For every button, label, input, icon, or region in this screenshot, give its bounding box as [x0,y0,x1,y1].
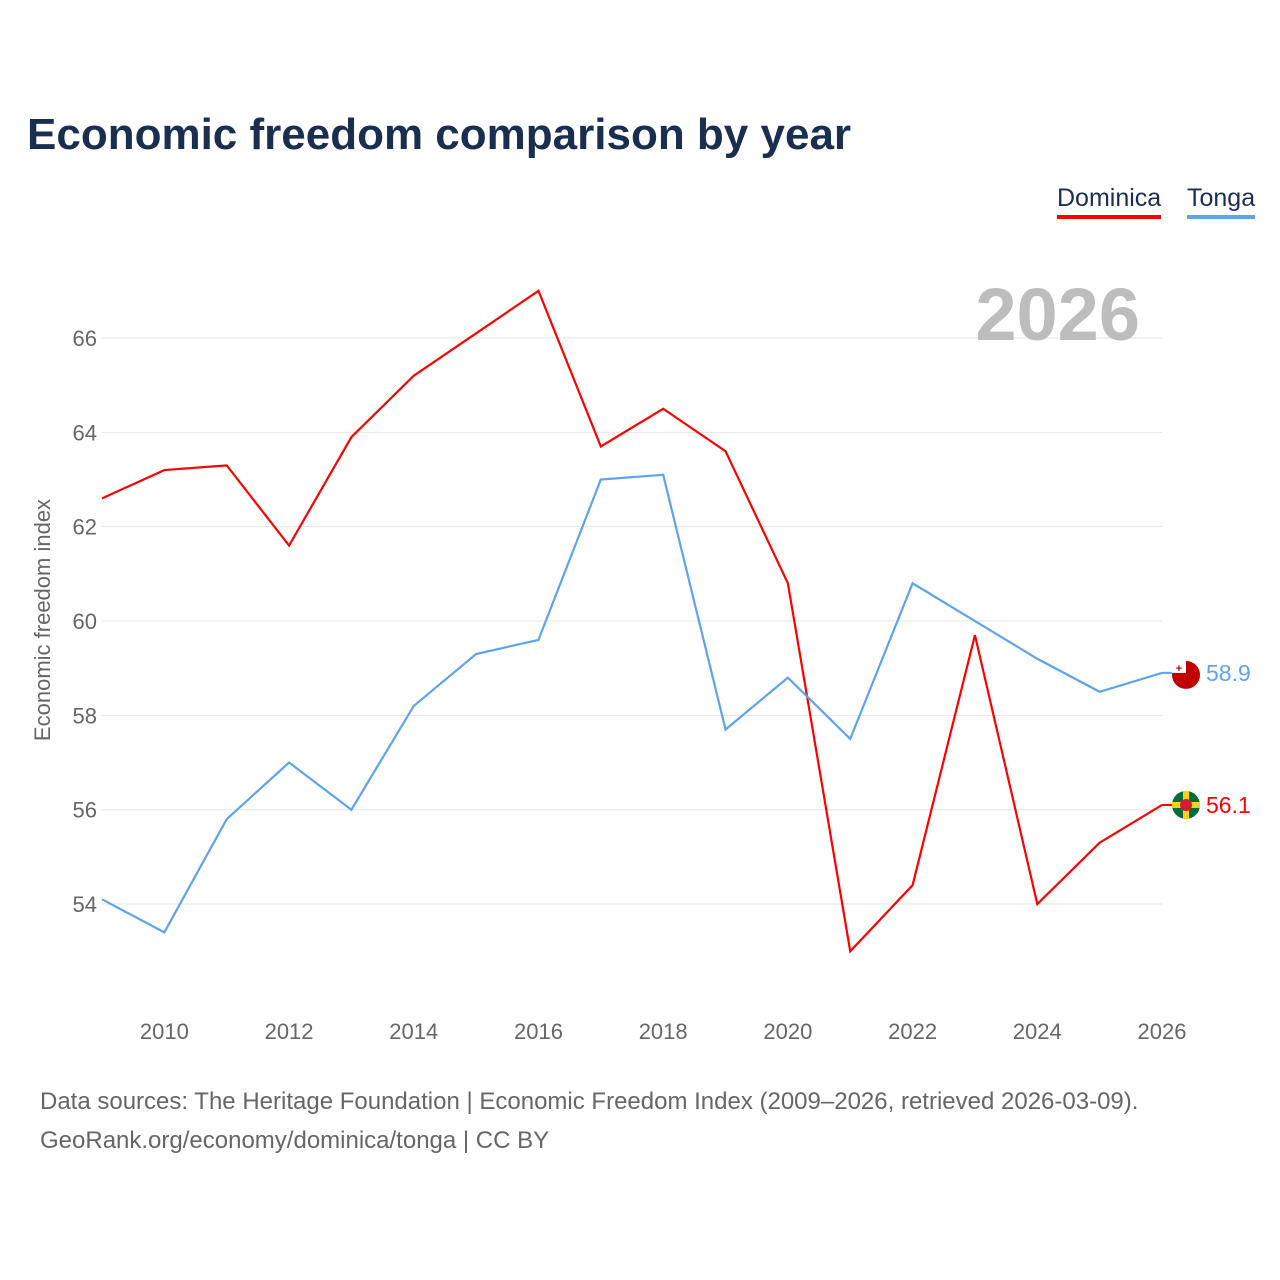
x-tick-label: 2014 [389,1019,438,1044]
y-tick-label: 62 [73,515,97,540]
y-tick-label: 64 [73,420,97,445]
x-tick-label: 2020 [763,1019,812,1044]
x-tick-label: 2022 [888,1019,937,1044]
y-tick-label: 58 [73,703,97,728]
year-watermark: 2026 [975,273,1140,356]
series-line-tonga [101,473,1163,934]
end-value-label: 56.1 [1206,792,1251,818]
y-tick-label: 66 [73,326,97,351]
x-tick-label: 2024 [1013,1019,1062,1044]
end-value-label: 58.9 [1206,660,1251,686]
x-tick-label: 2012 [265,1019,314,1044]
source-link[interactable]: GeoRank.org/economy/dominica/tonga | CC … [40,1127,550,1154]
dominica-flag-disc [1180,798,1192,811]
x-tick-label: 2026 [1138,1019,1187,1044]
tonga-flag-cross: + [1176,663,1182,675]
legend-item-dominica[interactable]: Dominica [1057,184,1162,219]
chart-title: Economic freedom comparison by year [27,110,852,159]
line-chart: 54 56 58 60 62 64 66 2010 2012 2014 2016 2018 2020 20… [30,273,1251,1044]
y-tick-label: 54 [73,892,97,917]
y-tick-label: 60 [73,609,97,634]
y-tick-label: 56 [73,798,97,823]
x-tick-label: 2010 [140,1019,189,1044]
tonga-flag-canton [1172,660,1186,673]
x-tick-label: 2018 [639,1019,688,1044]
x-tick-label: 2016 [514,1019,563,1044]
source-text: Data sources: The Heritage Foundation | … [40,1088,1139,1115]
y-axis-label: Economic freedom index [30,499,55,741]
legend-item-tonga[interactable]: Tonga [1187,184,1256,219]
series-line-dominica [101,289,1163,954]
